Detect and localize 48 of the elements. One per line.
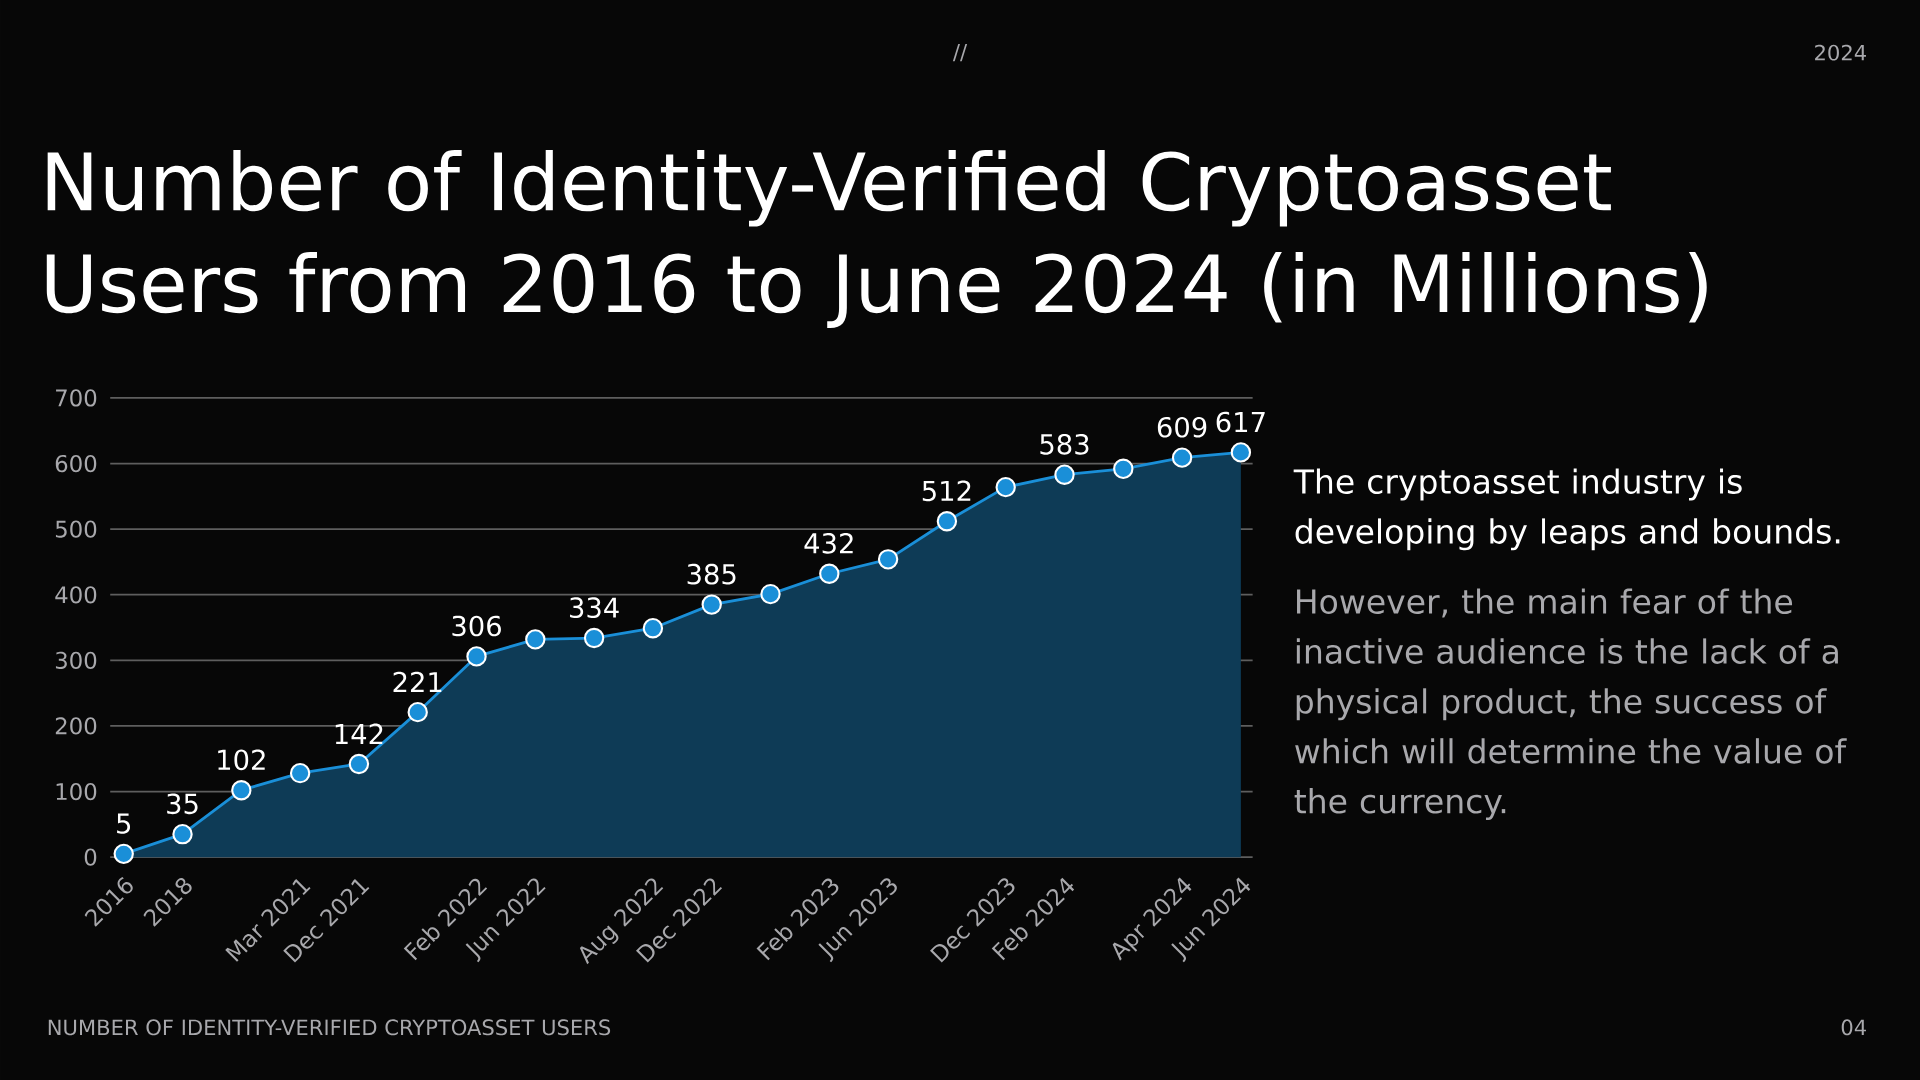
chart-title: Number of Identity-Verified Cryptoasset Users from 2016 to June 2024 (in Millions) bbox=[46, 150, 1707, 328]
point bbox=[877, 549, 899, 570]
data-label: 334 bbox=[570, 597, 619, 619]
data-label: 35 bbox=[167, 793, 198, 815]
point bbox=[466, 646, 487, 667]
y-tick-label: 300 bbox=[55, 651, 97, 669]
data-label: 221 bbox=[393, 671, 442, 693]
data-label: 385 bbox=[687, 563, 736, 585]
point bbox=[231, 780, 252, 801]
y-tick-label: 100 bbox=[56, 782, 97, 801]
y-tick-label: 400 bbox=[55, 586, 97, 604]
data-label: 432 bbox=[804, 533, 853, 554]
point bbox=[583, 627, 605, 649]
text: However, the main fear of the inactive audience is the lack of a physical product, the success of which will determine the value of the currency. bbox=[1294, 588, 1847, 821]
point bbox=[760, 583, 781, 605]
point bbox=[701, 594, 722, 615]
y-tick-label: 600 bbox=[55, 454, 97, 473]
data-label: 5 bbox=[117, 813, 131, 834]
point bbox=[1230, 442, 1252, 463]
text: 2024 bbox=[1815, 44, 1866, 61]
point bbox=[1054, 464, 1075, 485]
point bbox=[113, 843, 134, 865]
data-label: 609 bbox=[1157, 416, 1207, 438]
text: 04 bbox=[1841, 1019, 1866, 1036]
data-label: 583 bbox=[1040, 433, 1089, 455]
point bbox=[348, 753, 370, 775]
text: // bbox=[952, 43, 968, 62]
y-tick-label: 0 bbox=[84, 848, 97, 866]
point bbox=[1113, 458, 1134, 480]
data-label: 142 bbox=[335, 723, 383, 744]
data-label: 306 bbox=[452, 615, 501, 637]
y-tick-label: 700 bbox=[56, 389, 97, 407]
point bbox=[642, 618, 664, 639]
point bbox=[172, 823, 193, 845]
text: NUMBER OF IDENTITY-VERIFIED CRYPTOASSET USERS bbox=[48, 1019, 611, 1036]
point bbox=[289, 762, 311, 784]
y-tick-label: 200 bbox=[55, 717, 97, 735]
text: The cryptoasset industry is developing by leaps and bounds. bbox=[1293, 468, 1840, 551]
data-label: 617 bbox=[1216, 411, 1265, 433]
point bbox=[525, 629, 546, 650]
point bbox=[995, 476, 1016, 498]
point bbox=[1171, 447, 1193, 468]
y-tick-label: 500 bbox=[55, 520, 97, 538]
data-label: 102 bbox=[218, 749, 265, 771]
point bbox=[819, 563, 840, 584]
point bbox=[936, 511, 958, 532]
data-label: 512 bbox=[922, 480, 971, 502]
point bbox=[407, 701, 428, 723]
